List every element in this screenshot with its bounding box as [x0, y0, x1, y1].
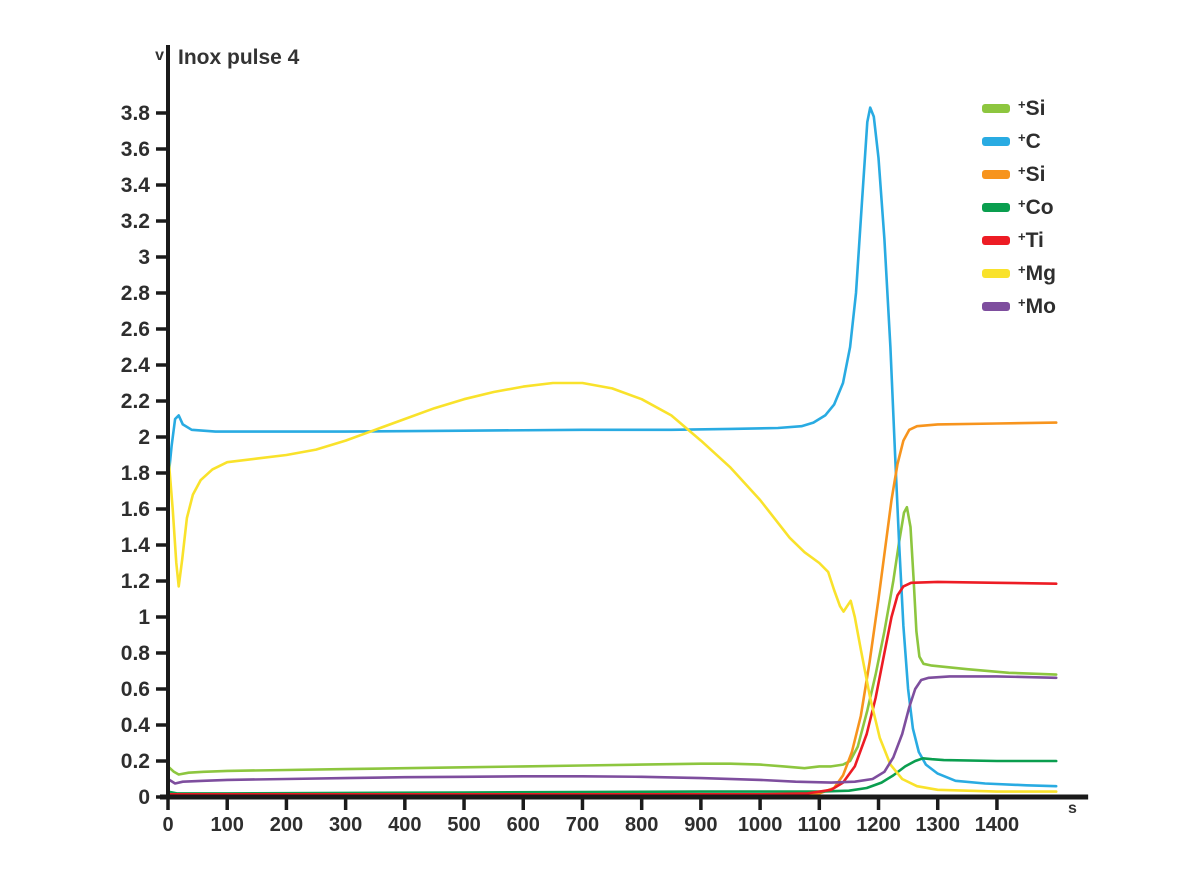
- legend-label: +Co: [1018, 195, 1054, 219]
- y-tick-label: 1.8: [121, 462, 151, 485]
- x-tick-label: 0: [162, 814, 173, 836]
- x-tick-label: 1000: [738, 814, 783, 836]
- y-tick-label: 0.4: [121, 714, 151, 737]
- y-tick-label: 1.4: [121, 534, 151, 557]
- x-tick-label: 800: [625, 814, 658, 836]
- x-tick-label: 400: [388, 814, 421, 836]
- tick-labels: 0 0.2 0.4 0.6 0.8 1 1.2 1.4 1.6 1.8 2 2.2 2.4 2.6 2.8 3…: [121, 102, 1019, 836]
- legend-item-si: +Si: [982, 163, 1056, 185]
- y-tick-label: 2.6: [121, 318, 150, 341]
- legend-item-si: +Si: [982, 97, 1056, 119]
- x-tick-label: 1100: [798, 814, 841, 836]
- legend-item-co: +Co: [982, 196, 1056, 218]
- series-line-si: [166, 505, 1058, 776]
- legend-item-mo: +Mo: [982, 295, 1056, 317]
- series-line-c: [166, 106, 1058, 788]
- x-tick-label: 200: [270, 814, 303, 836]
- legend-label: +Ti: [1018, 228, 1044, 252]
- legend-swatch-icon: [982, 301, 1010, 311]
- legend-item-ti: +Ti: [982, 229, 1056, 251]
- y-tick-label: 1.6: [121, 498, 150, 521]
- chart-title: Inox pulse 4: [178, 46, 300, 69]
- legend-label: +Si: [1018, 96, 1046, 120]
- legend-item-c: +C: [982, 130, 1056, 152]
- y-tick-label: 2: [138, 426, 150, 449]
- series-line-si: [166, 421, 1058, 797]
- legend-swatch-icon: [982, 103, 1010, 113]
- legend-label: +Si: [1018, 162, 1046, 186]
- x-tick-label: 600: [507, 814, 540, 836]
- legend-swatch-icon: [982, 202, 1010, 212]
- y-tick-label: 0.2: [121, 750, 150, 773]
- x-tick-label: 100: [211, 814, 244, 836]
- series-line-co: [166, 756, 1058, 795]
- legend-swatch-icon: [982, 268, 1010, 278]
- y-tick-label: 1: [138, 606, 150, 629]
- y-axis-unit-label: v: [155, 47, 164, 64]
- legend-label: +Mo: [1018, 294, 1056, 318]
- y-tick-label: 2.8: [121, 282, 151, 305]
- legend: +Si +C +Si +Co +Ti +Mg +Mo: [982, 97, 1056, 317]
- legend-swatch-icon: [982, 136, 1010, 146]
- y-tick-label: 0: [138, 786, 150, 809]
- y-tick-label: 3.8: [121, 102, 151, 125]
- y-tick-label: 0.8: [121, 642, 151, 665]
- x-tick-label: 1300: [915, 814, 960, 836]
- axes: [156, 45, 1089, 810]
- x-tick-label: 900: [684, 814, 717, 836]
- legend-label: +C: [1018, 129, 1041, 153]
- series-line-mg: [166, 381, 1058, 793]
- x-tick-label: 1400: [975, 814, 1020, 836]
- x-tick-label: 1200: [856, 814, 901, 836]
- legend-label: +Mg: [1018, 261, 1056, 285]
- y-tick-label: 3.6: [121, 138, 150, 161]
- x-tick-label: 500: [447, 814, 480, 836]
- legend-item-mg: +Mg: [982, 262, 1056, 284]
- x-tick-label: 700: [566, 814, 599, 836]
- x-tick-label: 300: [329, 814, 362, 836]
- x-axis-unit-label: s: [1068, 800, 1077, 817]
- y-tick-label: 2.4: [121, 354, 151, 377]
- series-line-ti: [166, 580, 1058, 796]
- legend-swatch-icon: [982, 235, 1010, 245]
- y-tick-label: 2.2: [121, 390, 150, 413]
- y-tick-label: 3: [138, 246, 150, 269]
- legend-swatch-icon: [982, 169, 1010, 179]
- y-tick-label: 3.2: [121, 210, 150, 233]
- y-tick-label: 1.2: [121, 570, 150, 593]
- y-tick-label: 3.4: [121, 174, 151, 197]
- y-tick-label: 0.6: [121, 678, 150, 701]
- series-curves: [166, 106, 1058, 797]
- series-line-mo: [166, 675, 1058, 785]
